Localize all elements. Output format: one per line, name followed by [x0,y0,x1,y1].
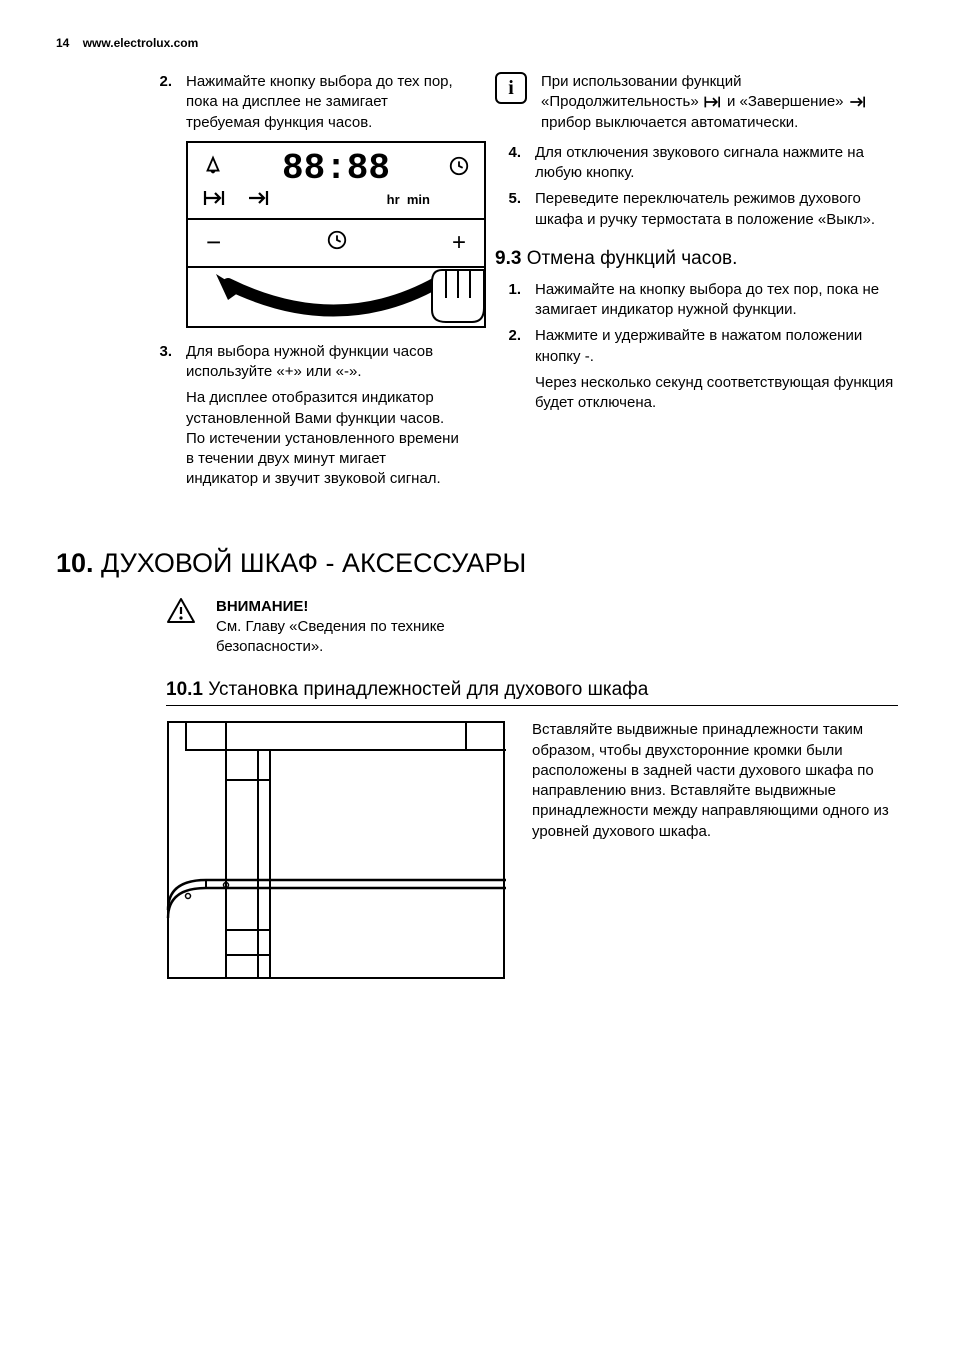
two-column-layout: 2. Нажимайте кнопку выбора до тех пор, п… [56,72,898,498]
left-column: 2. Нажимайте кнопку выбора до тех пор, п… [56,72,459,498]
page-number: 14 [56,36,69,50]
step-4-num: 4. [495,143,521,184]
panel-display-row: 88:88 [188,143,484,189]
sub-10-1-num: 10.1 [166,679,203,700]
step-3: 3. Для выбора нужной функции часов испол… [146,342,459,383]
section-10-1-row: Вставляйте выдвижные принадлежности таки… [166,720,898,980]
sub-10-1-title: Установка принадлежностей для духового ш… [203,679,648,700]
section-10-heading: 10. ДУХОВОЙ ШКАФ - АКСЕССУАРЫ [56,548,898,579]
info-post: прибор выключается автоматически. [541,114,798,131]
hr-label: hr [387,192,400,207]
step-3-num: 3. [146,342,172,383]
info-icon: i [495,72,527,104]
digits-display: 88:88 [282,151,390,187]
s93-step-2-note: Через несколько секунд соответствующая ф… [535,373,898,414]
step-4: 4. Для отключения звукового сигнала нажм… [495,143,898,184]
duration-icon [202,189,228,210]
panel-outer: 88:88 hr min [186,141,486,328]
panel-button-row: − + [188,218,484,266]
s93-step-2-num: 2. [495,326,521,367]
warning-bold: ВНИМАНИЕ! [216,597,546,617]
step-2-num: 2. [146,72,172,133]
warning-icon [166,597,196,625]
s93-step-2: 2. Нажмите и удерживайте в нажатом полож… [495,326,898,367]
s93-step-1-text: Нажимайте на кнопку выбора до тех пор, п… [535,280,898,321]
info-mid: и «Завершение» [727,93,848,110]
section-10-num: 10. [56,548,94,578]
duration-icon-inline [703,93,723,110]
s93-step-1: 1. Нажимайте на кнопку выбора до тех пор… [495,280,898,321]
info-text: При использовании функций «Продолжительн… [541,72,898,133]
clock-icon [448,155,470,182]
s93-step-2-text: Нажмите и удерживайте в нажатом положени… [535,326,898,367]
step-5-num: 5. [495,189,521,230]
subheading-10-1: 10.1 Установка принадлежностей для духов… [166,679,898,701]
clock-button-icon [326,229,348,257]
step-4-text: Для отключения звукового сигнала нажмите… [535,143,898,184]
section-10-title: ДУХОВОЙ ШКАФ - АКСЕССУАРЫ [94,548,527,578]
end-icon-inline [848,93,868,110]
step-2: 2. Нажимайте кнопку выбора до тех пор, п… [146,72,459,133]
section-10-1-text: Вставляйте выдвижные принадлежности таки… [532,720,898,980]
plus-button-label: + [452,229,466,257]
step-3-note: На дисплее отобразится индикатор установ… [186,388,459,489]
divider [166,705,898,706]
timer-panel-figure: 88:88 hr min [186,141,486,328]
warning-text: ВНИМАНИЕ! См. Главу «Сведения по технике… [216,597,546,658]
s93-step-1-num: 1. [495,280,521,321]
sub-9-3-title: Отмена функций часов. [521,248,737,269]
minus-button-label: − [206,227,221,258]
step-2-text: Нажимайте кнопку выбора до тех пор, пока… [186,72,459,133]
page: 14 www.electrolux.com 2. Нажимайте кнопк… [0,0,954,1352]
sub-9-3-num: 9.3 [495,248,521,269]
panel-gesture-row [188,266,484,326]
subheading-9-3: 9.3 Отмена функций часов. [495,248,898,270]
page-header: 14 www.electrolux.com [56,36,898,50]
panel-symbol-row: hr min [188,189,484,218]
warning-block: ВНИМАНИЕ! См. Главу «Сведения по технике… [166,597,546,658]
right-column: i При использовании функций «Продолжител… [495,72,898,498]
warning-body: См. Главу «Сведения по технике безопасно… [216,618,445,655]
bell-icon [202,155,224,182]
site-url: www.electrolux.com [83,36,199,50]
min-label: min [407,192,430,207]
end-icon [246,189,272,210]
step-3-text: Для выбора нужной функции часов использу… [186,342,459,383]
step-5: 5. Переведите переключатель режимов духо… [495,189,898,230]
oven-insert-figure [166,720,506,980]
hr-min-label: hr min [387,192,430,207]
step-5-text: Переведите переключатель режимов духовог… [535,189,898,230]
info-note: i При использовании функций «Продолжител… [495,72,898,133]
